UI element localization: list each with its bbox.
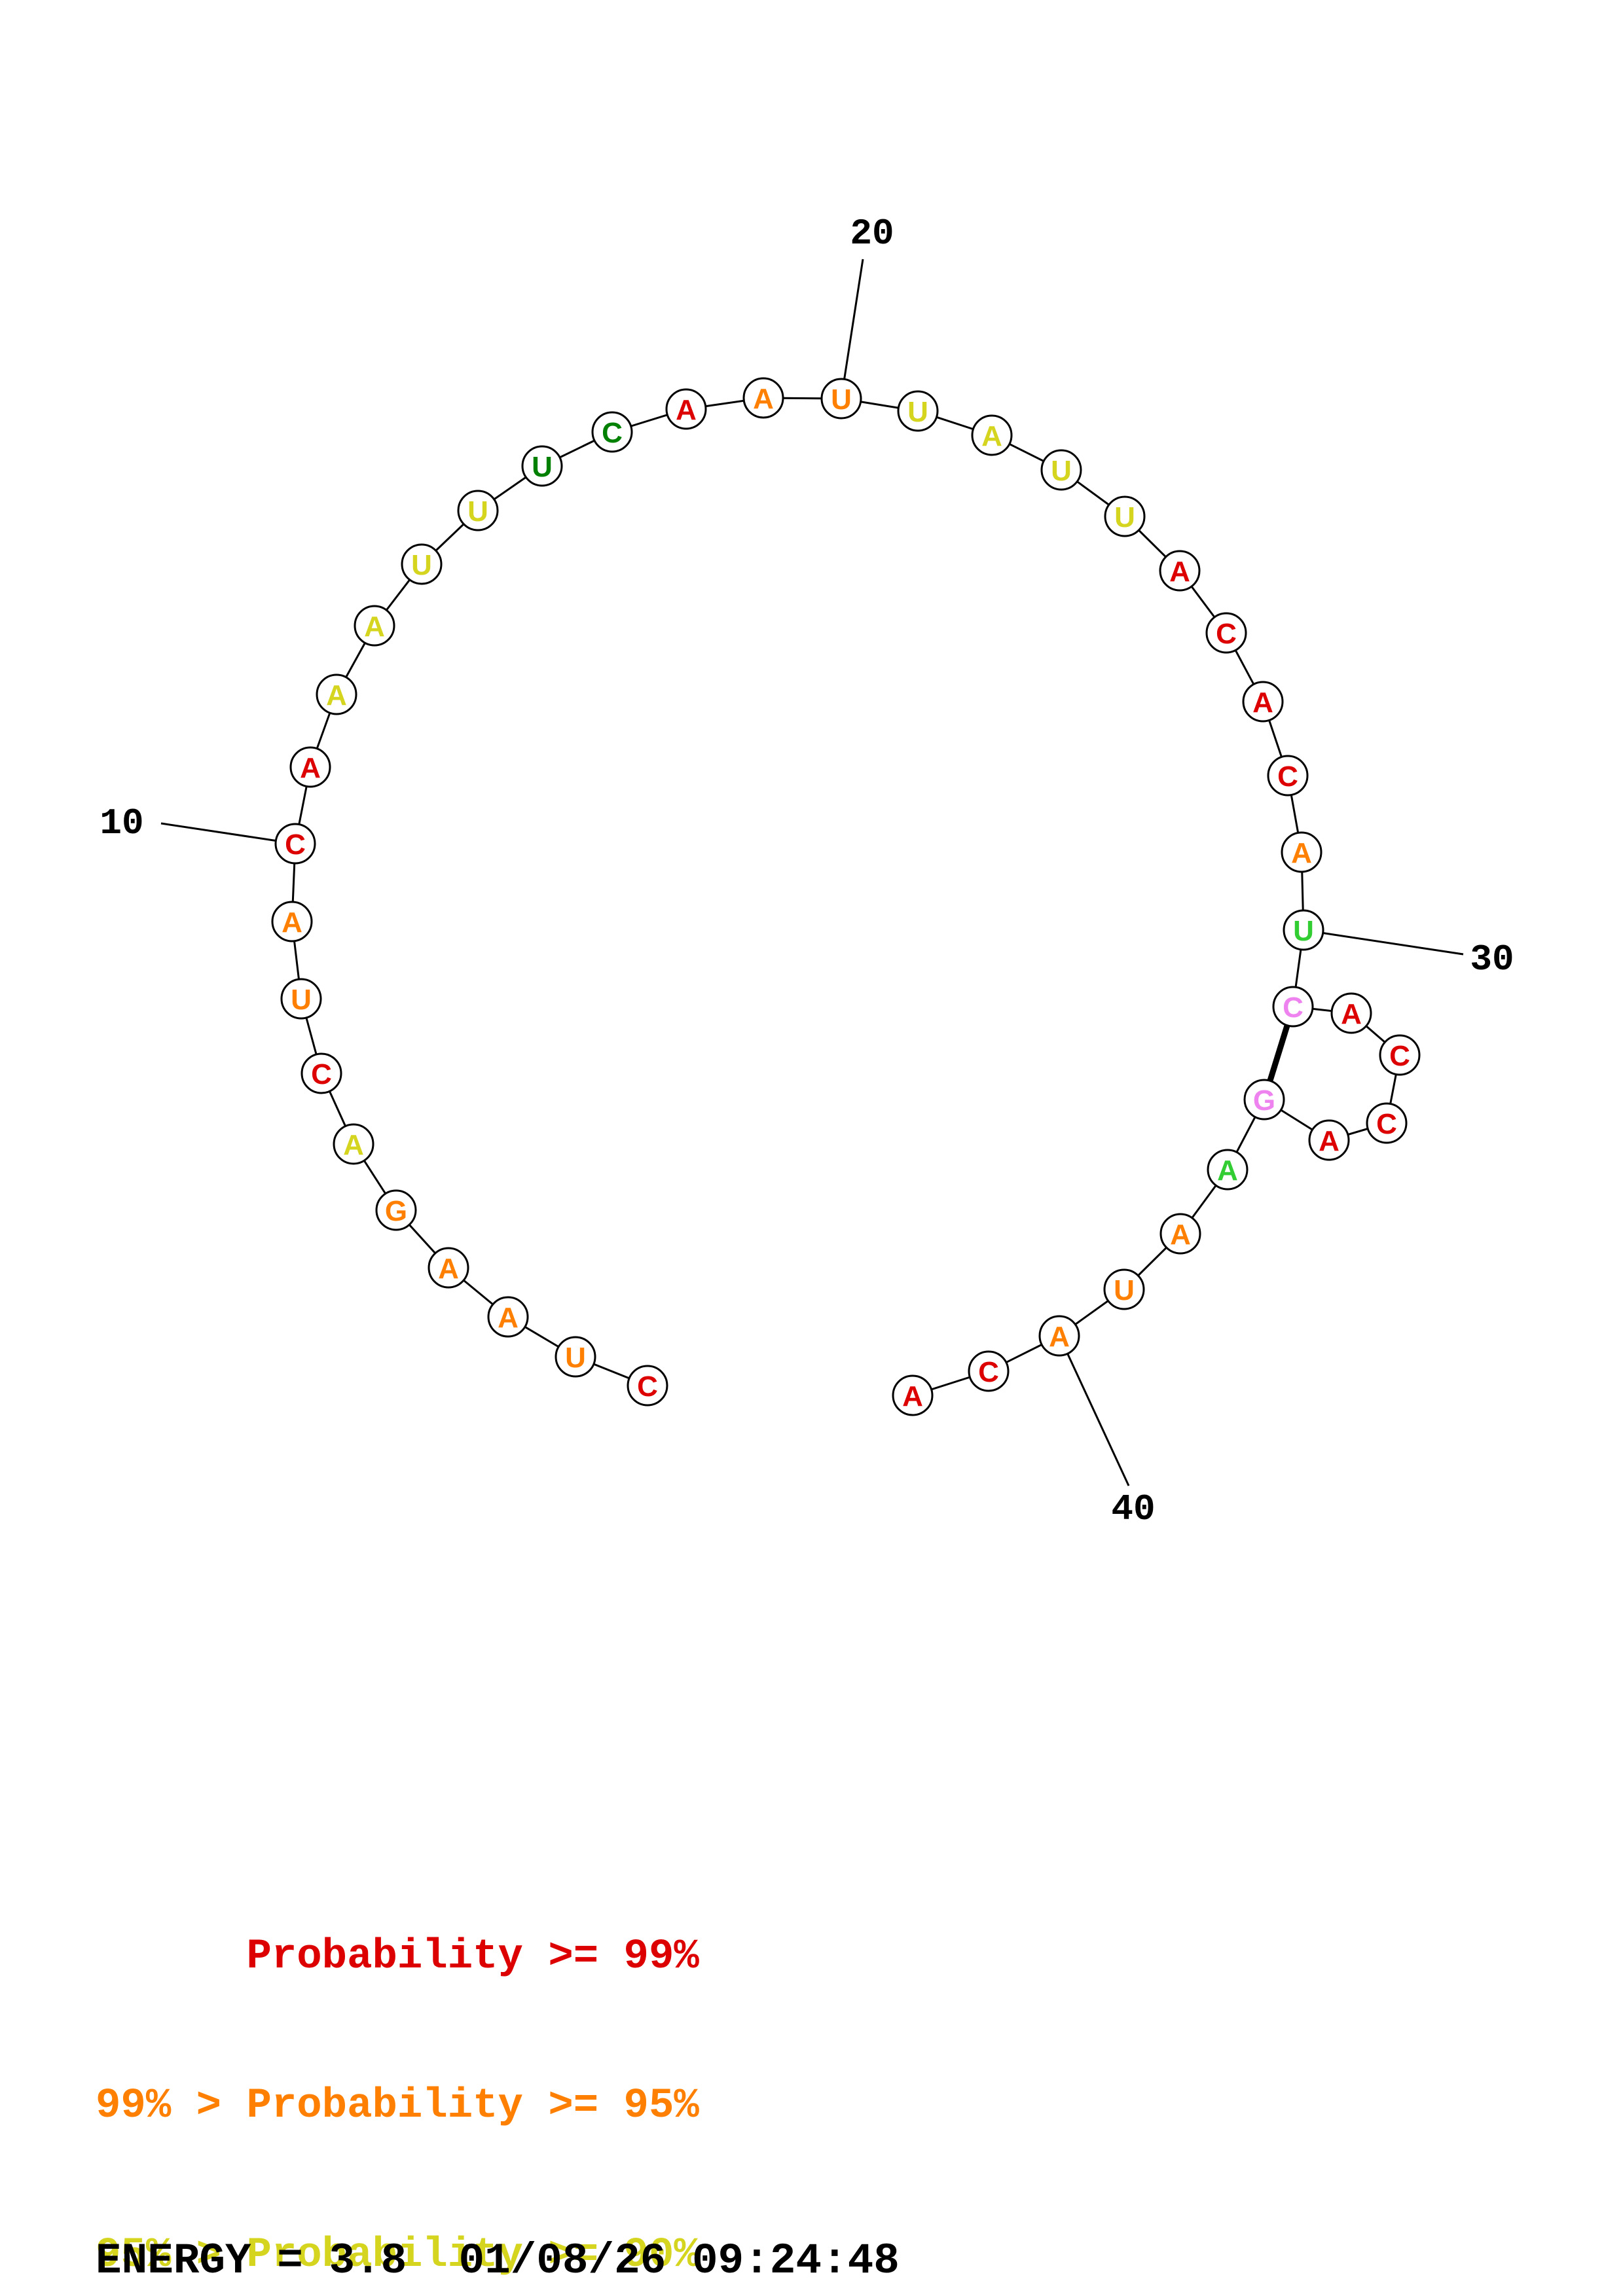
nucleotide-circle bbox=[971, 414, 1013, 456]
nucleotide-letter: A bbox=[498, 1302, 519, 1334]
nucleotide-circle bbox=[1272, 986, 1314, 1028]
nucleotide-circle bbox=[487, 1296, 529, 1338]
nucleotide-circle bbox=[1283, 909, 1324, 951]
nucleotide-letter: C bbox=[311, 1058, 332, 1090]
nucleotide-circle bbox=[1104, 495, 1146, 537]
nucleotide-circle bbox=[1242, 681, 1284, 723]
nucleotide-circle bbox=[375, 1189, 417, 1231]
nucleotide-letter: A bbox=[326, 679, 347, 711]
nucleotide-letter: U bbox=[467, 495, 488, 528]
nucleotide-circle bbox=[968, 1350, 1010, 1392]
nucleotide-circle bbox=[354, 605, 395, 647]
nucleotide-letter: A bbox=[1291, 837, 1312, 869]
nucleotide-circle bbox=[742, 377, 784, 419]
position-label-40: 40 bbox=[1111, 1488, 1155, 1530]
nucleotide-letter: U bbox=[1114, 1274, 1135, 1306]
label-leader-line bbox=[160, 822, 296, 845]
nucleotide-circle bbox=[1040, 449, 1082, 491]
nucleotide-circle bbox=[1205, 612, 1247, 654]
nucleotide-letter: A bbox=[343, 1129, 364, 1161]
nucleotide-circle bbox=[316, 673, 357, 715]
nucleotide-letter: A bbox=[1319, 1125, 1340, 1157]
nucleotide-letter: A bbox=[1170, 1219, 1191, 1251]
nucleotide-letter: C bbox=[1389, 1040, 1410, 1072]
nucleotide-letter: C bbox=[1216, 618, 1237, 650]
nucleotide-circle bbox=[289, 746, 331, 788]
nucleotide-letter: U bbox=[291, 984, 312, 1016]
nucleotide-letter: A bbox=[1169, 556, 1190, 588]
nucleotide-circle bbox=[555, 1336, 596, 1378]
nucleotide-letter: C bbox=[285, 829, 306, 861]
nucleotide-circle bbox=[892, 1374, 934, 1416]
nucleotide-circle bbox=[1207, 1149, 1249, 1191]
nucleotide-letter: C bbox=[978, 1356, 999, 1388]
nucleotide-letter: U bbox=[907, 396, 928, 428]
probability-legend: Probability >= 99% 99% > Probability >= … bbox=[96, 1833, 699, 2296]
legend-row-p95: 99% > Probability >= 95% bbox=[96, 2083, 699, 2130]
nucleotide-circle bbox=[401, 543, 443, 585]
nucleotide-letter: U bbox=[532, 451, 553, 483]
nucleotide-letter: A bbox=[438, 1253, 459, 1285]
nucleotide-letter: A bbox=[1049, 1321, 1070, 1353]
nucleotide-letter: U bbox=[1293, 915, 1314, 947]
nucleotide-letter: G bbox=[1253, 1085, 1275, 1117]
label-leader-line bbox=[840, 259, 864, 399]
nucleotide-circle bbox=[428, 1247, 469, 1289]
nucleotide-letter: A bbox=[981, 420, 1002, 452]
nucleotide-letter: A bbox=[300, 752, 321, 784]
nucleotide-circle bbox=[1038, 1315, 1080, 1357]
nucleotide-letter: C bbox=[602, 417, 623, 449]
label-leader-line bbox=[1303, 929, 1464, 956]
nucleotide-letter: G bbox=[385, 1195, 407, 1227]
nucleotide-letter: U bbox=[1114, 501, 1135, 533]
position-label-30: 30 bbox=[1470, 939, 1514, 980]
nucleotide-letter: A bbox=[1341, 998, 1362, 1030]
nucleotide-circle bbox=[1243, 1079, 1285, 1121]
nucleotide-letter: A bbox=[753, 383, 774, 415]
nucleotide-circle bbox=[820, 378, 862, 420]
nucleotide-letter: A bbox=[1252, 687, 1273, 719]
nucleotide-circle bbox=[1159, 1213, 1201, 1255]
position-label-10: 10 bbox=[100, 802, 143, 844]
nucleotide-letter: U bbox=[1051, 455, 1072, 487]
nucleotide-circle bbox=[1330, 992, 1372, 1034]
nucleotide-letter: C bbox=[1283, 992, 1304, 1024]
nucleotide-letter: U bbox=[831, 384, 852, 416]
nucleotide-letter: U bbox=[411, 549, 432, 581]
nucleotide-letter: A bbox=[902, 1380, 923, 1412]
nucleotide-letter: A bbox=[1217, 1155, 1238, 1187]
label-leader-line bbox=[1058, 1335, 1130, 1486]
nucleotide-circle bbox=[591, 411, 633, 453]
nucleotide-circle bbox=[1267, 755, 1309, 797]
position-label-20: 20 bbox=[850, 213, 894, 255]
nucleotide-letter: C bbox=[1376, 1108, 1397, 1140]
nucleotide-circle bbox=[665, 388, 707, 430]
nucleotide-letter: C bbox=[1277, 761, 1298, 793]
nucleotide-letter: C bbox=[637, 1371, 658, 1403]
energy-readout: ENERGY = 3.8 01/08/26 09:24:48 bbox=[96, 2236, 900, 2286]
nucleotide-circle bbox=[333, 1123, 374, 1165]
nucleotide-circle bbox=[1379, 1034, 1421, 1076]
legend-row-p90: 95% > Probability >= 90% bbox=[96, 2232, 699, 2279]
nucleotide-circle bbox=[457, 490, 499, 531]
nucleotide-letter: A bbox=[676, 394, 697, 426]
nucleotide-circle bbox=[521, 445, 563, 487]
nucleotide-circle bbox=[1103, 1268, 1145, 1310]
nucleotide-circle bbox=[1281, 831, 1322, 873]
nucleotide-letter: A bbox=[364, 611, 385, 643]
nucleotide-circle bbox=[271, 901, 313, 942]
nucleotide-circle bbox=[301, 1052, 342, 1094]
nucleotide-circle bbox=[1159, 550, 1201, 592]
legend-row-p99: Probability >= 99% bbox=[96, 1933, 699, 1981]
nucleotide-circle bbox=[1366, 1102, 1408, 1144]
nucleotide-letter: U bbox=[565, 1342, 586, 1374]
nucleotide-circle bbox=[897, 390, 939, 432]
nucleotide-letter: A bbox=[282, 906, 302, 939]
nucleotide-circle bbox=[274, 823, 316, 865]
nucleotide-circle bbox=[1308, 1119, 1350, 1161]
nucleotide-circle bbox=[627, 1365, 668, 1407]
nucleotide-circle bbox=[280, 978, 322, 1020]
